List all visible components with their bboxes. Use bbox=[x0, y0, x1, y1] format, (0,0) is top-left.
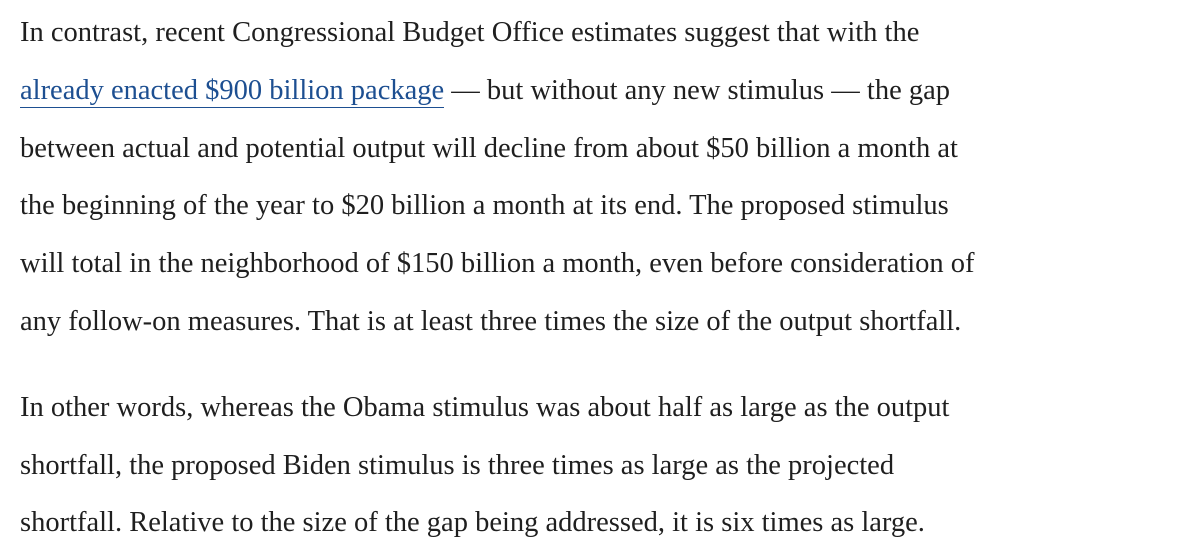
text-line: the beginning of the year to $20 billion… bbox=[20, 190, 949, 222]
text-line-with-link: already enacted $900 billion package — b… bbox=[20, 62, 1190, 120]
text-after-link: — but without any new stimulus — the gap bbox=[444, 74, 950, 106]
text-line: between actual and potential output will… bbox=[20, 132, 958, 164]
text-line: In other words, whereas the Obama stimul… bbox=[20, 391, 950, 423]
text-line: shortfall, the proposed Biden stimulus i… bbox=[20, 449, 895, 481]
text-line: any follow-on measures. That is at least… bbox=[20, 305, 962, 337]
text-line: shortfall. Relative to the size of the g… bbox=[20, 507, 925, 539]
article-body: In contrast, recent Congressional Budget… bbox=[20, 0, 1190, 552]
paragraph-cbo-estimates: In contrast, recent Congressional Budget… bbox=[20, 0, 1190, 351]
paragraph-comparison: In other words, whereas the Obama stimul… bbox=[20, 351, 1190, 552]
text-line: In contrast, recent Congressional Budget… bbox=[20, 17, 920, 48]
stimulus-package-link[interactable]: already enacted $900 billion package bbox=[20, 74, 445, 108]
text-line: will total in the neighborhood of $150 b… bbox=[20, 248, 975, 280]
